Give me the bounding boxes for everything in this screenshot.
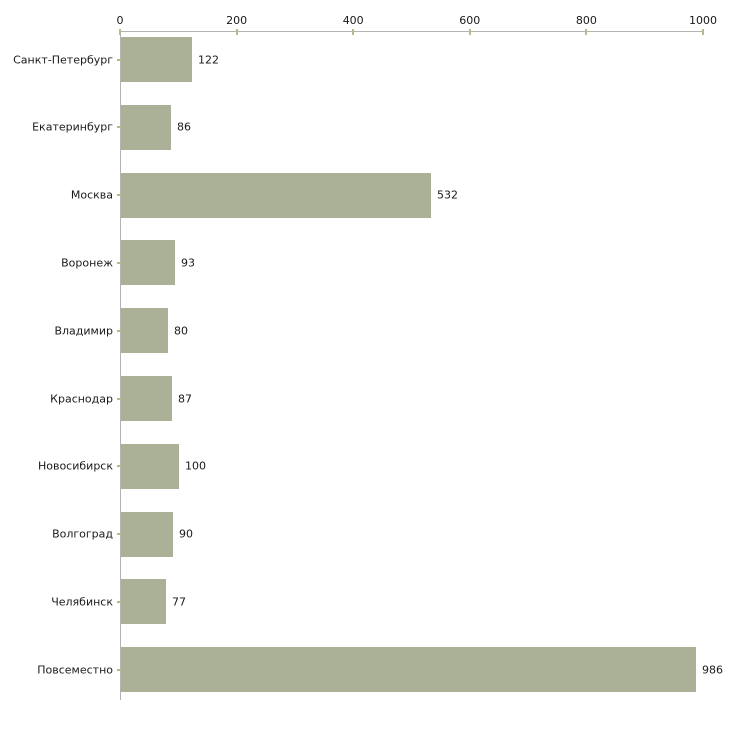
- value-label: 532: [437, 188, 458, 202]
- bar: [121, 172, 431, 218]
- y-tick-mark: [117, 126, 123, 129]
- x-tick-mark: [119, 29, 121, 35]
- category-label: Екатеринбург: [32, 120, 113, 134]
- x-tick-label: 400: [342, 14, 364, 27]
- value-label: 100: [185, 459, 206, 473]
- bar: [121, 579, 166, 625]
- y-tick-mark: [117, 668, 123, 671]
- value-label: 87: [178, 392, 192, 405]
- y-tick-mark: [117, 329, 123, 332]
- value-label: 122: [198, 53, 219, 66]
- value-label: 90: [179, 527, 193, 541]
- x-tick-mark: [702, 29, 704, 35]
- x-tick-label: 800: [575, 14, 597, 27]
- bar: [121, 647, 696, 693]
- value-label: 86: [177, 120, 191, 134]
- x-tick-mark: [468, 29, 471, 35]
- x-axis-line: [120, 31, 704, 32]
- category-label: Новосибирск: [37, 459, 113, 473]
- y-axis-line: [120, 31, 121, 700]
- bar: [121, 104, 171, 150]
- x-tick-label: 0: [116, 14, 124, 27]
- y-tick-mark: [117, 465, 123, 468]
- category-label: Владимир: [54, 324, 113, 338]
- value-label: 93: [181, 256, 195, 270]
- category-label: Повсеместно: [37, 663, 113, 677]
- category-label: Воронеж: [61, 256, 113, 270]
- category-label: Санкт-Петербург: [13, 53, 113, 66]
- x-tick-mark: [352, 29, 355, 35]
- x-tick-label: 600: [459, 14, 481, 27]
- x-tick-mark: [585, 29, 588, 35]
- y-tick-mark: [117, 397, 123, 400]
- value-label: 986: [702, 663, 723, 677]
- x-tick-mark: [235, 29, 238, 35]
- bar: [121, 511, 173, 557]
- y-tick-mark: [117, 58, 123, 61]
- x-tick-label: 1000: [689, 14, 717, 27]
- category-label: Москва: [70, 188, 113, 202]
- bar: [121, 443, 179, 489]
- value-label: 77: [172, 595, 186, 609]
- y-tick-mark: [117, 194, 123, 197]
- y-tick-mark: [117, 533, 123, 536]
- bar: [121, 240, 175, 286]
- category-label: Краснодар: [50, 392, 113, 405]
- y-tick-mark: [117, 600, 123, 603]
- value-label: 80: [174, 324, 188, 338]
- bar: [121, 37, 192, 82]
- y-tick-mark: [117, 261, 123, 264]
- x-tick-label: 200: [226, 14, 248, 27]
- category-label: Волгоград: [52, 527, 113, 541]
- category-label: Челябинск: [51, 595, 113, 609]
- bar: [121, 308, 168, 354]
- bar: [121, 376, 172, 421]
